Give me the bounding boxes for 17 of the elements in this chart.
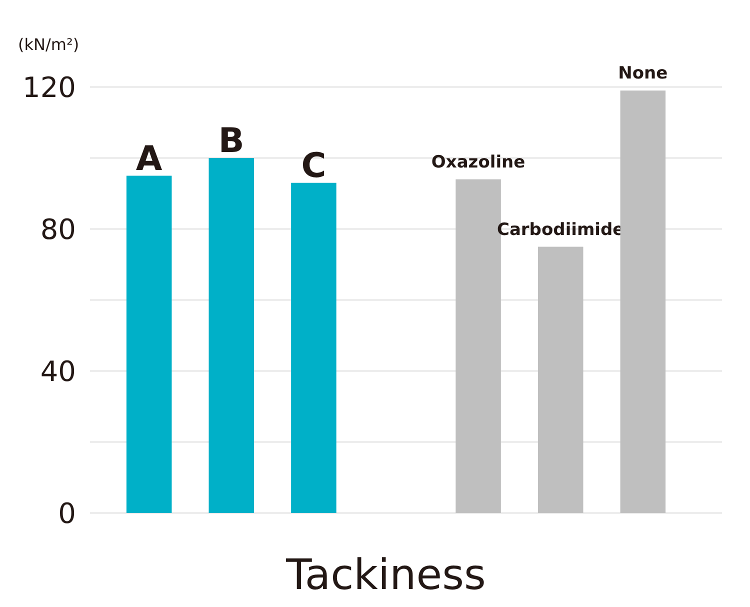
x-tick-label: C <box>301 146 326 186</box>
x-tick-label: None <box>618 64 668 84</box>
y-tick-label: 40 <box>40 354 76 388</box>
x-tick-label: Oxazoline <box>431 152 526 172</box>
x-tick-label: A <box>136 138 163 179</box>
bar <box>126 176 172 513</box>
bar <box>538 246 584 513</box>
bar <box>291 182 336 513</box>
x-tick-label: B <box>218 121 244 161</box>
y-tick-label: 80 <box>40 212 76 246</box>
y-tick-label: 120 <box>22 70 76 104</box>
x-tick-label: Carbodiimide <box>496 220 624 240</box>
y-tick-label: 0 <box>58 496 76 530</box>
bar <box>208 158 254 513</box>
y-axis-title: (kN/m²) <box>18 35 80 54</box>
x-axis-title: Tackiness <box>285 550 486 599</box>
bar <box>620 90 666 513</box>
